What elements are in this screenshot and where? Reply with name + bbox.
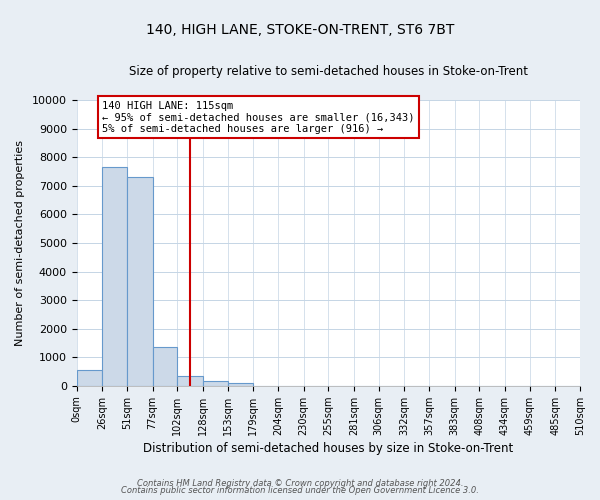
Bar (127, 177, 152, 386)
Text: 140, HIGH LANE, STOKE-ON-TRENT, ST6 7BT: 140, HIGH LANE, STOKE-ON-TRENT, ST6 7BT (146, 22, 454, 36)
Bar (203, 381, 227, 386)
Title: Size of property relative to semi-detached houses in Stoke-on-Trent: Size of property relative to semi-detach… (129, 65, 528, 78)
Text: Contains HM Land Registry data © Crown copyright and database right 2024.: Contains HM Land Registry data © Crown c… (137, 478, 463, 488)
Text: 140 HIGH LANE: 115sqm
← 95% of semi-detached houses are smaller (16,343)
5% of s: 140 HIGH LANE: 115sqm ← 95% of semi-deta… (103, 100, 415, 134)
Text: Contains public sector information licensed under the Open Government Licence 3.: Contains public sector information licen… (121, 486, 479, 495)
Bar (227, 382, 253, 386)
Bar (77, 370, 103, 386)
Y-axis label: Number of semi-detached properties: Number of semi-detached properties (15, 140, 25, 346)
Bar (178, 376, 203, 386)
Bar (103, 167, 127, 386)
Bar (152, 347, 178, 386)
X-axis label: Distribution of semi-detached houses by size in Stoke-on-Trent: Distribution of semi-detached houses by … (143, 442, 514, 455)
